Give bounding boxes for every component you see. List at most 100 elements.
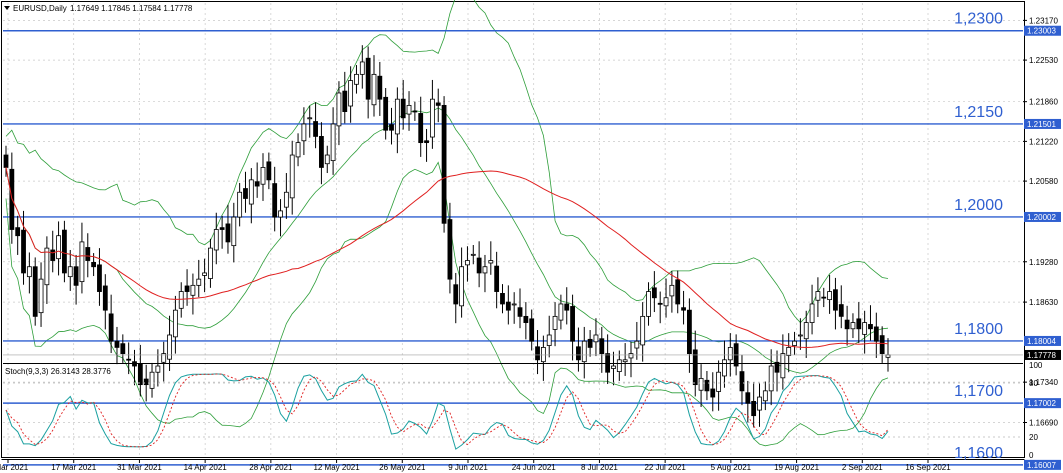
candle-body <box>62 229 67 274</box>
candle-body <box>44 247 50 286</box>
candle-body <box>307 117 313 120</box>
candle <box>406 91 412 131</box>
candle <box>32 257 38 326</box>
candle <box>476 241 482 288</box>
candle <box>856 302 862 344</box>
date-tick-label: 16 Sep 2021 <box>905 463 951 472</box>
candle-body <box>651 287 657 299</box>
bollinger-upper-line <box>5 0 889 324</box>
stoch-signal-line <box>5 373 889 448</box>
candle-body <box>465 260 470 266</box>
candle-body <box>400 98 406 119</box>
stoch-main-line <box>5 373 889 450</box>
candle-body <box>354 73 359 85</box>
candle <box>272 166 278 232</box>
candle <box>792 331 797 355</box>
candle-body <box>365 57 371 100</box>
candle-body <box>237 191 243 218</box>
candle-body <box>482 266 488 274</box>
ohlc-readout: 1.17649 1.17845 1.17584 1.17778 <box>70 4 193 13</box>
candle-body <box>657 302 663 305</box>
candle <box>79 222 85 294</box>
candle-body <box>739 371 745 392</box>
price-tick-label: 1.18630 <box>1029 298 1058 307</box>
candle-body <box>838 304 844 317</box>
candle-body <box>792 340 797 346</box>
candle-body <box>517 307 523 317</box>
candle <box>114 326 120 365</box>
candle <box>797 318 803 350</box>
candle-body <box>535 346 540 361</box>
candle-body <box>184 285 190 292</box>
candle-body <box>178 291 184 309</box>
candle <box>698 364 704 407</box>
candle-body <box>319 136 324 168</box>
candle <box>488 241 494 275</box>
triangle-down-icon[interactable] <box>4 6 10 10</box>
candle <box>38 262 44 327</box>
price-tick-label: 1.21860 <box>1029 98 1058 107</box>
candle-body <box>856 318 862 330</box>
candle-body <box>815 291 821 301</box>
candle-body <box>663 297 669 307</box>
candle-body <box>278 210 283 218</box>
date-tick-label: 8 Jul 2021 <box>581 463 618 472</box>
candle-body <box>394 98 400 135</box>
candle <box>278 199 283 237</box>
candle <box>704 370 710 401</box>
candle-body <box>494 265 500 292</box>
level-tag-label: 1.23003 <box>1027 27 1056 36</box>
date-tick-label: 9 Jun 2021 <box>448 463 488 472</box>
current-price-tag: 1.17778 <box>1027 351 1056 360</box>
candle-body <box>523 315 529 323</box>
candle-body <box>529 318 535 342</box>
candle <box>260 153 266 201</box>
candle-body <box>143 378 149 386</box>
candle <box>745 380 751 423</box>
date-tick-label: 2 Sep 2021 <box>842 463 883 472</box>
candle <box>710 372 716 412</box>
candle <box>108 294 114 353</box>
date-tick-label: 5 Aug 2021 <box>711 463 752 472</box>
date-tick-label: 14 Apr 2021 <box>184 463 228 472</box>
candle <box>780 334 786 390</box>
candle <box>821 287 827 308</box>
candle <box>102 274 108 330</box>
stoch-level-label: 100 <box>1029 361 1043 370</box>
candle <box>307 106 313 138</box>
candle-body <box>283 191 289 208</box>
candle-body <box>669 284 675 297</box>
price-tick-label: 1.22530 <box>1029 56 1058 65</box>
candle <box>394 87 400 154</box>
candle-body <box>225 223 231 243</box>
candle-body <box>762 390 768 402</box>
candle-body <box>371 73 377 106</box>
date-tick-label: 26 May 2021 <box>379 463 426 472</box>
candle-body <box>780 353 786 379</box>
candle <box>675 270 681 314</box>
candle <box>324 145 330 174</box>
candle <box>330 107 336 175</box>
symbol-label: EURUSD,Daily <box>13 4 67 13</box>
level-big-label: 1,1700 <box>954 383 1003 400</box>
candle-body <box>149 371 155 389</box>
date-tick-label: 31 Mar 2021 <box>117 463 162 472</box>
candle <box>465 246 470 282</box>
date-tick-label: 28 Apr 2021 <box>249 463 293 472</box>
candle-body <box>710 388 716 398</box>
candle <box>517 288 523 329</box>
candle-body <box>3 154 9 168</box>
candle-body <box>470 253 476 256</box>
candle <box>523 302 529 340</box>
candle <box>429 79 435 149</box>
candle-body <box>167 334 172 360</box>
candle <box>844 305 850 346</box>
candle-body <box>611 365 616 369</box>
candle <box>26 252 32 294</box>
stoch-level-label: 0 <box>1029 451 1034 460</box>
candle-body <box>243 188 248 199</box>
candle <box>815 277 821 317</box>
candle <box>126 342 132 375</box>
candle <box>172 295 178 354</box>
